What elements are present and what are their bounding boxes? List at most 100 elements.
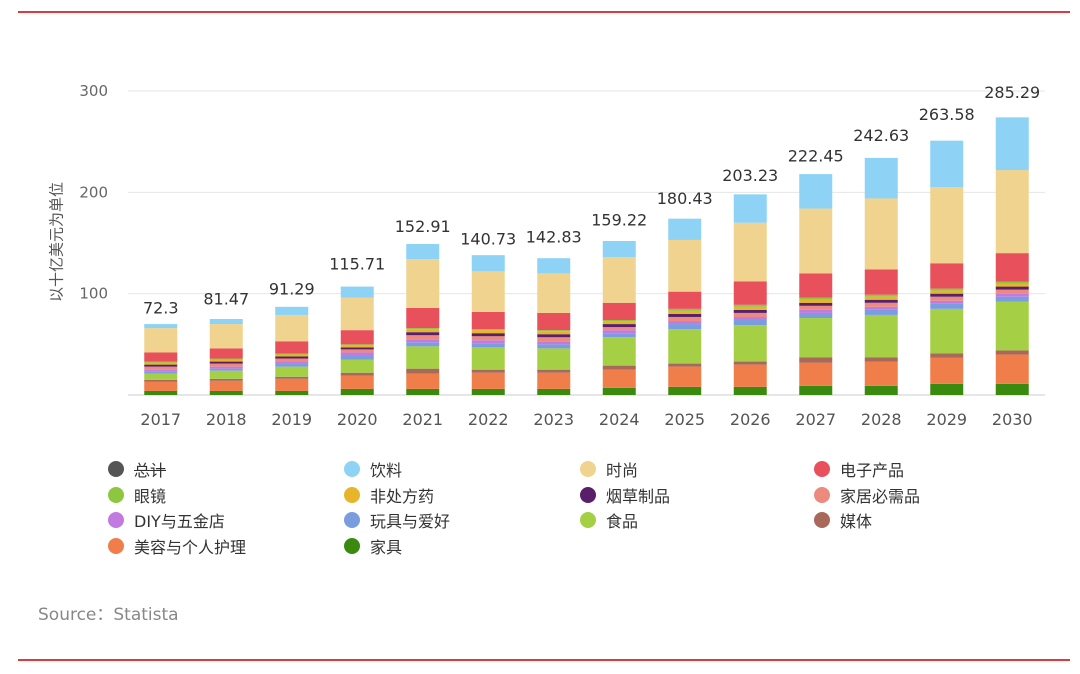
bar-segment: [537, 337, 571, 342]
bar-segment: [144, 324, 178, 329]
bar-segment: [275, 306, 309, 315]
bar-segment: [864, 302, 898, 307]
legend-item[interactable]: 非处方药: [344, 483, 434, 507]
bar-segment: [864, 294, 898, 297]
legend-swatch: [344, 461, 360, 477]
x-tick-label: 2023: [533, 410, 574, 429]
bar-segment: [733, 312, 767, 317]
bar-segment: [930, 296, 964, 301]
bar-segment: [995, 293, 1029, 297]
bar-segment: [144, 366, 178, 370]
bar-segment: [995, 170, 1029, 254]
bar-segment: [406, 244, 440, 260]
bar-segment: [995, 117, 1029, 171]
legend-item[interactable]: 媒体: [814, 508, 872, 532]
legend-item[interactable]: 时尚: [580, 457, 638, 481]
bar-segment: [864, 296, 898, 300]
legend-item[interactable]: 眼镜: [108, 483, 166, 507]
bar-segment: [537, 348, 571, 370]
bar-segment: [864, 385, 898, 395]
bar-segment: [537, 312, 571, 331]
bar-segment: [406, 339, 440, 343]
bar-segment: [209, 359, 243, 362]
bar-segment: [406, 342, 440, 347]
bar-segment: [799, 362, 833, 386]
bar-segment: [406, 368, 440, 374]
bar-segment: [275, 378, 309, 391]
bar-segment: [733, 316, 767, 321]
bar-segment: [537, 273, 571, 313]
total-label: 159.22: [591, 211, 647, 230]
bar-segment: [799, 208, 833, 274]
bar-segment: [602, 240, 636, 258]
x-tick-label: 2018: [206, 410, 247, 429]
bar-segment: [406, 329, 440, 333]
bar-segment: [209, 366, 243, 369]
bar-segment: [209, 324, 243, 349]
bar-segment: [799, 317, 833, 358]
legend-swatch: [580, 512, 596, 528]
bar-segment: [930, 140, 964, 188]
bar-segment: [733, 320, 767, 326]
bar-segment: [602, 387, 636, 395]
legend-label: 总计: [134, 461, 167, 480]
bar-segment: [209, 378, 243, 381]
bar-segment: [930, 383, 964, 395]
bar-segment: [930, 263, 964, 289]
bar-segment: [209, 361, 243, 364]
legend-item[interactable]: 食品: [580, 508, 638, 532]
bar-segment: [275, 358, 309, 362]
legend-label: 家具: [370, 537, 403, 557]
bar-segment: [537, 388, 571, 395]
legend-item[interactable]: 饮料: [344, 457, 402, 481]
legend-item[interactable]: 家居必需品: [814, 483, 920, 507]
legend-item[interactable]: 烟草制品: [580, 483, 670, 507]
bar-segment: [668, 308, 702, 311]
legend-item[interactable]: 家具: [344, 534, 402, 558]
bar-segment: [602, 327, 636, 331]
x-tick-label: 2030: [992, 410, 1033, 429]
legend-swatch: [580, 486, 596, 503]
bar-segment: [602, 369, 636, 388]
legend-item[interactable]: 玩具与爱好: [344, 508, 450, 532]
bar-segment: [799, 309, 833, 313]
bar-segment: [864, 357, 898, 362]
bar-segment: [144, 371, 178, 374]
legend-item[interactable]: 美容与个人护理: [108, 534, 246, 558]
bar-segment: [602, 330, 636, 334]
bar-segment: [340, 372, 374, 376]
bar-segment: [406, 335, 440, 340]
bar-segment: [275, 353, 309, 355]
bar-segment: [406, 332, 440, 336]
legend-item[interactable]: 总计: [108, 457, 166, 481]
legend-label: 美容与个人护理: [134, 537, 247, 557]
bar-segment: [209, 390, 243, 395]
bar-segment: [668, 366, 702, 387]
total-label: 142.83: [526, 227, 582, 246]
bar-segment: [144, 373, 178, 380]
legend-label: 眼镜: [134, 486, 167, 506]
legend-swatch: [108, 461, 124, 477]
bar-segment: [864, 198, 898, 270]
legend-swatch: [108, 537, 124, 554]
bar-segment: [995, 296, 1029, 302]
legend-item[interactable]: 电子产品: [814, 457, 904, 481]
bar-segment: [209, 380, 243, 391]
bar-segment: [668, 218, 702, 240]
legend-swatch: [344, 486, 360, 503]
bar-segment: [930, 288, 964, 291]
x-tick-label: 2025: [664, 410, 705, 429]
x-tick-label: 2019: [271, 410, 312, 429]
bar-segment: [668, 239, 702, 292]
bar-segment: [406, 373, 440, 389]
bar-segment: [144, 369, 178, 372]
bar-segment: [799, 312, 833, 318]
bottom-rule: [18, 659, 1070, 661]
bar-segment: [340, 349, 374, 353]
bar-segment: [930, 353, 964, 358]
total-label: 72.3: [143, 299, 179, 318]
legend-label: 媒体: [840, 512, 873, 531]
bar-segment: [799, 297, 833, 300]
legend-item[interactable]: DIY与五金店: [108, 508, 225, 532]
bar-segment: [668, 313, 702, 317]
